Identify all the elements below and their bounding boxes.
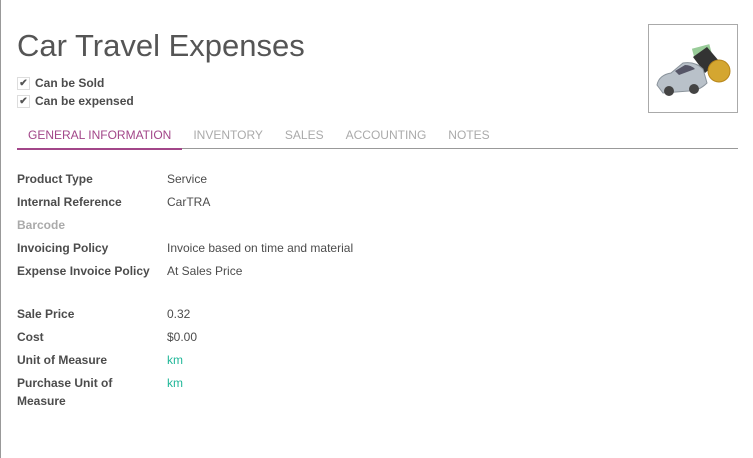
field-value[interactable]: CarTRA — [167, 195, 211, 209]
purchase-uom-link[interactable]: km — [167, 376, 183, 390]
field-label: Sale Price — [17, 307, 75, 321]
tab-notes[interactable]: NOTES — [448, 128, 490, 142]
field-label: Purchase Unit of Measure — [17, 376, 113, 408]
form-tabs: GENERAL INFORMATION INVENTORY SALES ACCO… — [17, 121, 738, 150]
car-expense-image — [656, 44, 731, 96]
field-label: Product Type — [17, 172, 93, 186]
field-purchase-unit-of-measure: Purchase Unit of Measure km — [17, 374, 183, 410]
checkbox-label: Can be expensed — [35, 94, 134, 108]
field-expense-invoice-policy: Expense Invoice Policy At Sales Price — [17, 262, 242, 280]
field-barcode: Barcode — [17, 216, 167, 234]
field-product-type: Product Type Service — [17, 170, 207, 188]
product-title: Car Travel Expenses — [17, 28, 305, 63]
field-label: Barcode — [17, 218, 66, 232]
tab-general-information[interactable]: GENERAL INFORMATION — [17, 121, 183, 150]
field-label: Expense Invoice Policy — [17, 264, 150, 278]
uom-link[interactable]: km — [167, 353, 183, 367]
field-internal-reference: Internal Reference CarTRA — [17, 193, 210, 211]
field-label: Cost — [17, 330, 44, 344]
field-value[interactable]: $0.00 — [167, 330, 198, 344]
tab-inventory[interactable]: INVENTORY — [193, 128, 263, 142]
check-icon[interactable]: ✔ — [17, 94, 30, 108]
field-cost: Cost $0.00 — [17, 328, 197, 346]
field-label: Unit of Measure — [17, 353, 108, 367]
can-be-sold-checkbox[interactable]: ✔ Can be Sold — [17, 76, 104, 90]
product-image[interactable] — [648, 24, 738, 113]
field-sale-price: Sale Price 0.32 — [17, 305, 190, 323]
checkbox-label: Can be Sold — [35, 76, 105, 90]
field-label: Invoicing Policy — [17, 241, 109, 255]
tab-sales[interactable]: SALES — [284, 128, 324, 142]
tab-accounting[interactable]: ACCOUNTING — [345, 128, 427, 142]
check-icon[interactable]: ✔ — [17, 76, 30, 90]
field-invoicing-policy: Invoicing Policy Invoice based on time an… — [17, 239, 353, 257]
can-be-expensed-checkbox[interactable]: ✔ Can be expensed — [17, 94, 134, 108]
field-value[interactable]: At Sales Price — [167, 264, 243, 278]
field-value[interactable]: 0.32 — [167, 307, 191, 321]
field-value[interactable]: Invoice based on time and material — [167, 241, 354, 255]
field-label: Internal Reference — [17, 195, 122, 209]
field-unit-of-measure: Unit of Measure km — [17, 351, 183, 369]
field-value[interactable]: Service — [167, 172, 208, 186]
